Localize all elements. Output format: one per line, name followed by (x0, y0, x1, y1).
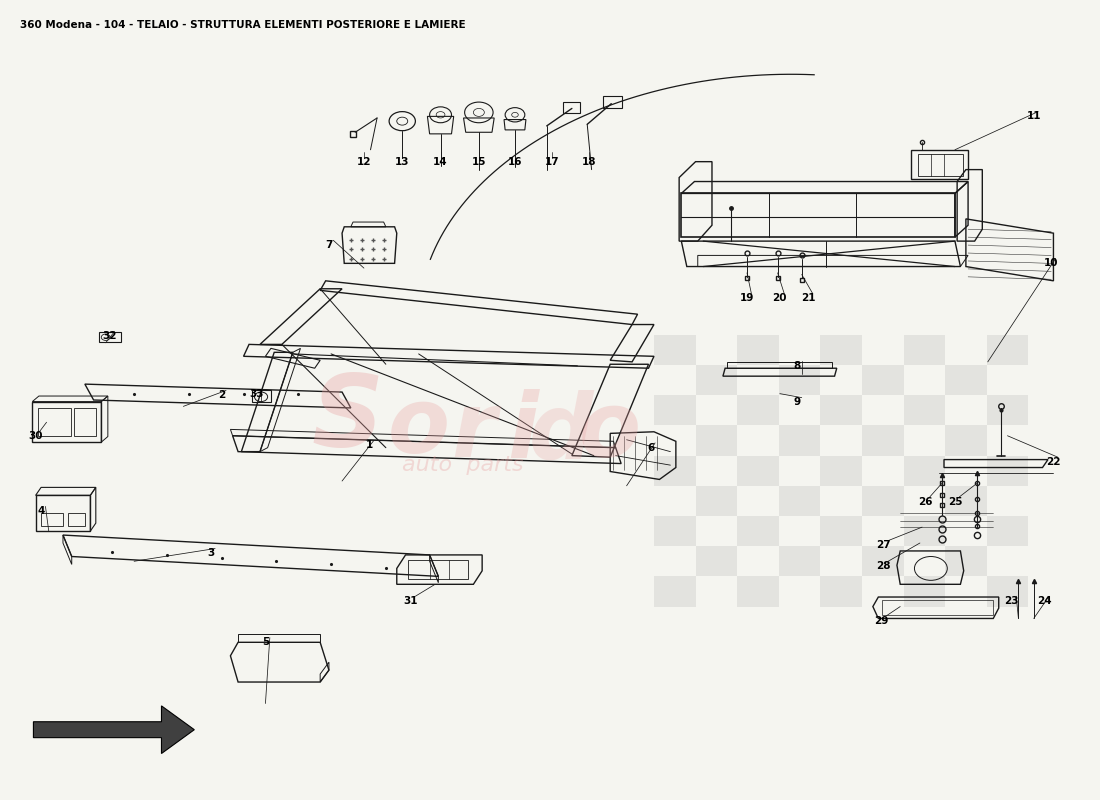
Bar (862, 546, 903, 576)
Text: 16: 16 (508, 157, 522, 166)
Bar (821, 456, 862, 486)
Bar (945, 546, 987, 576)
Text: 27: 27 (877, 540, 891, 550)
Text: auto  parts: auto parts (403, 455, 524, 475)
Bar (987, 395, 1028, 426)
Bar (862, 365, 903, 395)
Bar (903, 516, 945, 546)
Bar (945, 486, 987, 516)
Bar (654, 576, 695, 606)
Text: 21: 21 (801, 294, 815, 303)
Text: 6: 6 (647, 442, 654, 453)
Text: 5: 5 (262, 638, 270, 647)
Bar (654, 395, 695, 426)
Bar (987, 456, 1028, 486)
Text: 17: 17 (544, 157, 560, 166)
Text: 2: 2 (218, 390, 226, 400)
Text: r: r (451, 388, 496, 476)
Bar (737, 456, 779, 486)
Text: 1: 1 (366, 440, 373, 450)
Text: 8: 8 (794, 361, 801, 371)
Bar (737, 335, 779, 365)
Text: 19: 19 (740, 294, 755, 303)
Text: 24: 24 (1037, 596, 1052, 606)
Text: 9: 9 (794, 398, 801, 407)
Bar (737, 395, 779, 426)
Text: 13: 13 (395, 157, 409, 166)
Text: o: o (387, 384, 450, 472)
Text: 15: 15 (472, 157, 486, 166)
Text: 10: 10 (1044, 258, 1058, 268)
Bar (695, 546, 737, 576)
Bar (903, 576, 945, 606)
Text: 20: 20 (772, 294, 788, 303)
Bar (779, 426, 821, 456)
Bar (862, 426, 903, 456)
Text: 22: 22 (1046, 457, 1060, 467)
Text: 32: 32 (102, 331, 118, 342)
Text: 23: 23 (1004, 596, 1019, 606)
Bar (821, 335, 862, 365)
Bar (903, 456, 945, 486)
Polygon shape (33, 706, 195, 754)
Text: 30: 30 (29, 430, 43, 441)
Bar (654, 516, 695, 546)
Text: 25: 25 (948, 497, 962, 506)
Bar (654, 456, 695, 486)
Text: 31: 31 (404, 596, 418, 606)
Bar (987, 335, 1028, 365)
Text: 4: 4 (37, 506, 45, 516)
Text: 33: 33 (250, 389, 264, 398)
Text: d: d (529, 390, 593, 478)
Bar (695, 426, 737, 456)
Bar (945, 365, 987, 395)
Bar (779, 486, 821, 516)
Bar (821, 516, 862, 546)
Bar (737, 576, 779, 606)
Text: 7: 7 (326, 240, 332, 250)
Bar (987, 516, 1028, 546)
Text: 360 Modena - 104 - TELAIO - STRUTTURA ELEMENTI POSTERIORE E LAMIERE: 360 Modena - 104 - TELAIO - STRUTTURA EL… (20, 20, 465, 30)
Bar (987, 576, 1028, 606)
Text: 29: 29 (874, 616, 889, 626)
Text: 3: 3 (207, 548, 215, 558)
Text: 11: 11 (1026, 111, 1041, 122)
Bar (779, 546, 821, 576)
Bar (862, 486, 903, 516)
Text: 14: 14 (433, 157, 448, 166)
Bar (821, 576, 862, 606)
Text: 18: 18 (582, 157, 596, 166)
Text: i: i (507, 390, 538, 478)
Bar (695, 365, 737, 395)
Bar (903, 335, 945, 365)
Text: S: S (311, 371, 384, 468)
Text: o: o (580, 388, 641, 476)
Bar (945, 426, 987, 456)
Bar (695, 486, 737, 516)
Bar (903, 395, 945, 426)
Text: 12: 12 (356, 157, 371, 166)
Bar (821, 395, 862, 426)
Bar (654, 335, 695, 365)
Text: 26: 26 (918, 497, 933, 506)
Text: 28: 28 (877, 561, 891, 571)
Bar (737, 516, 779, 546)
Bar (779, 365, 821, 395)
